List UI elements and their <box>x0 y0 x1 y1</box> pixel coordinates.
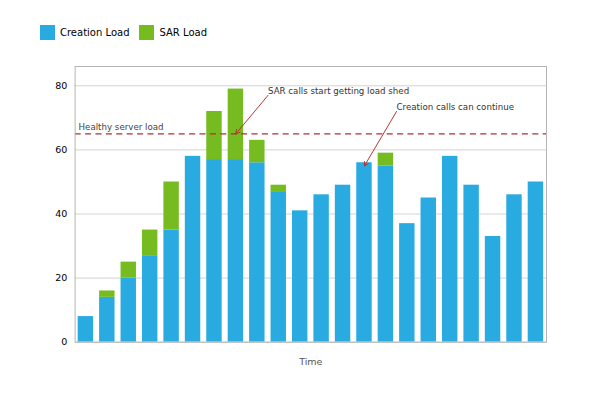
html-text:SAR Load: SAR Load <box>159 27 207 38</box>
svg-text:Time: Time <box>298 356 322 367</box>
html-text:Creation Load: Creation Load <box>60 27 130 38</box>
svg-text:SAR calls start getting load s: SAR calls start getting load shed <box>268 86 409 96</box>
svg-text:20: 20 <box>55 272 67 283</box>
svg-text:Healthy server load: Healthy server load <box>79 122 164 132</box>
svg-text:60: 60 <box>55 144 67 155</box>
svg-text:80: 80 <box>55 80 67 91</box>
svg-text:40: 40 <box>55 208 67 219</box>
svg-text:Creation calls can continue: Creation calls can continue <box>397 102 514 112</box>
svg-text:0: 0 <box>61 336 67 347</box>
